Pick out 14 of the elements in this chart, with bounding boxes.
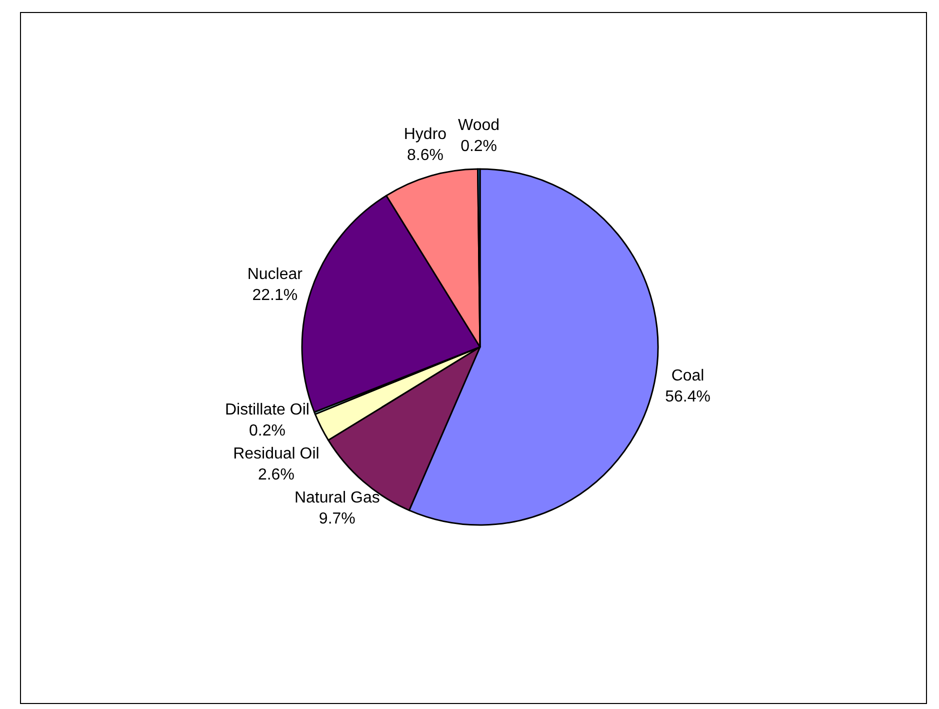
slice-label: Natural Gas	[294, 490, 380, 507]
data-label: 0.2%	[248, 422, 286, 440]
data-label: 22.1%	[252, 286, 298, 304]
data-label: 2.6%	[258, 466, 294, 484]
data-label: 0.2%	[460, 138, 498, 156]
data-label: 56.4%	[665, 388, 710, 406]
slice-label: Nuclear	[247, 266, 304, 283]
slice-label: Distillate Oil	[224, 402, 310, 419]
slice-label: Hydro	[404, 126, 447, 144]
data-label: 9.7%	[318, 510, 356, 528]
slice-label: Wood	[458, 117, 500, 134]
data-label: 8.6%	[406, 147, 444, 164]
slice-label: Residual Oil	[233, 446, 320, 463]
slice-label: Coal	[671, 367, 704, 384]
